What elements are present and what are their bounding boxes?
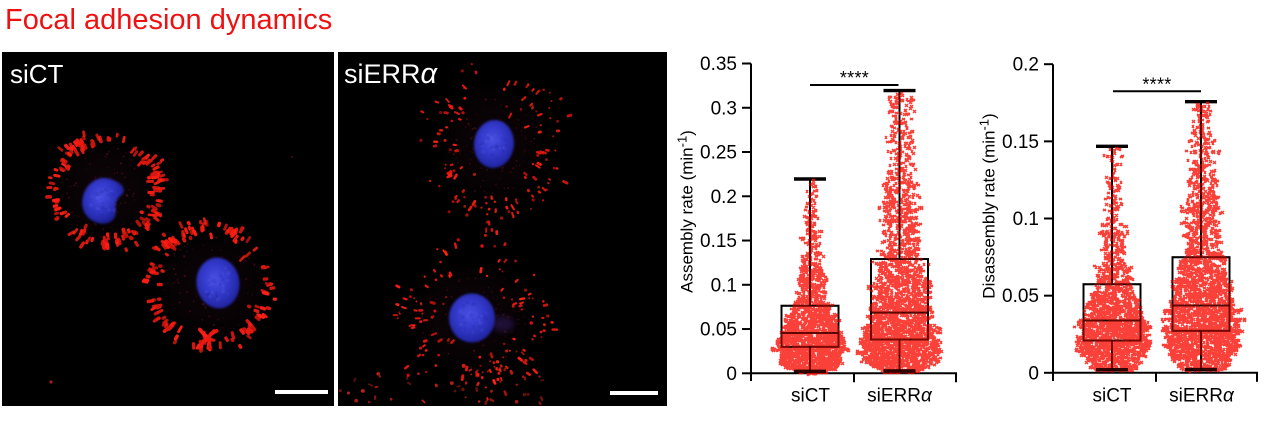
svg-text:0.3: 0.3	[711, 98, 737, 119]
svg-text:0.1: 0.1	[1013, 209, 1039, 230]
svg-text:0: 0	[726, 364, 737, 385]
svg-text:0: 0	[1028, 363, 1039, 384]
svg-text:****: ****	[1142, 74, 1171, 94]
svg-text:siCT: siCT	[1092, 386, 1131, 407]
svg-text:0.35: 0.35	[700, 54, 737, 75]
svg-text:Disassembly rate (min-1): Disassembly rate (min-1)	[977, 113, 999, 298]
svg-text:0.15: 0.15	[700, 231, 737, 252]
svg-text:Assembly rate (min-1): Assembly rate (min-1)	[675, 130, 697, 293]
svg-text:0.25: 0.25	[700, 143, 737, 164]
svg-text:****: ****	[840, 68, 869, 88]
svg-text:siERRα: siERRα	[867, 386, 933, 407]
svg-text:0.05: 0.05	[700, 320, 737, 341]
svg-text:siERRα: siERRα	[1169, 386, 1235, 407]
svg-text:siCT: siCT	[791, 386, 830, 407]
svg-text:0.2: 0.2	[1013, 55, 1039, 76]
svg-text:0.15: 0.15	[1002, 132, 1039, 153]
svg-text:0.1: 0.1	[711, 275, 737, 296]
svg-text:0.05: 0.05	[1002, 286, 1039, 307]
svg-text:0.2: 0.2	[711, 187, 737, 208]
